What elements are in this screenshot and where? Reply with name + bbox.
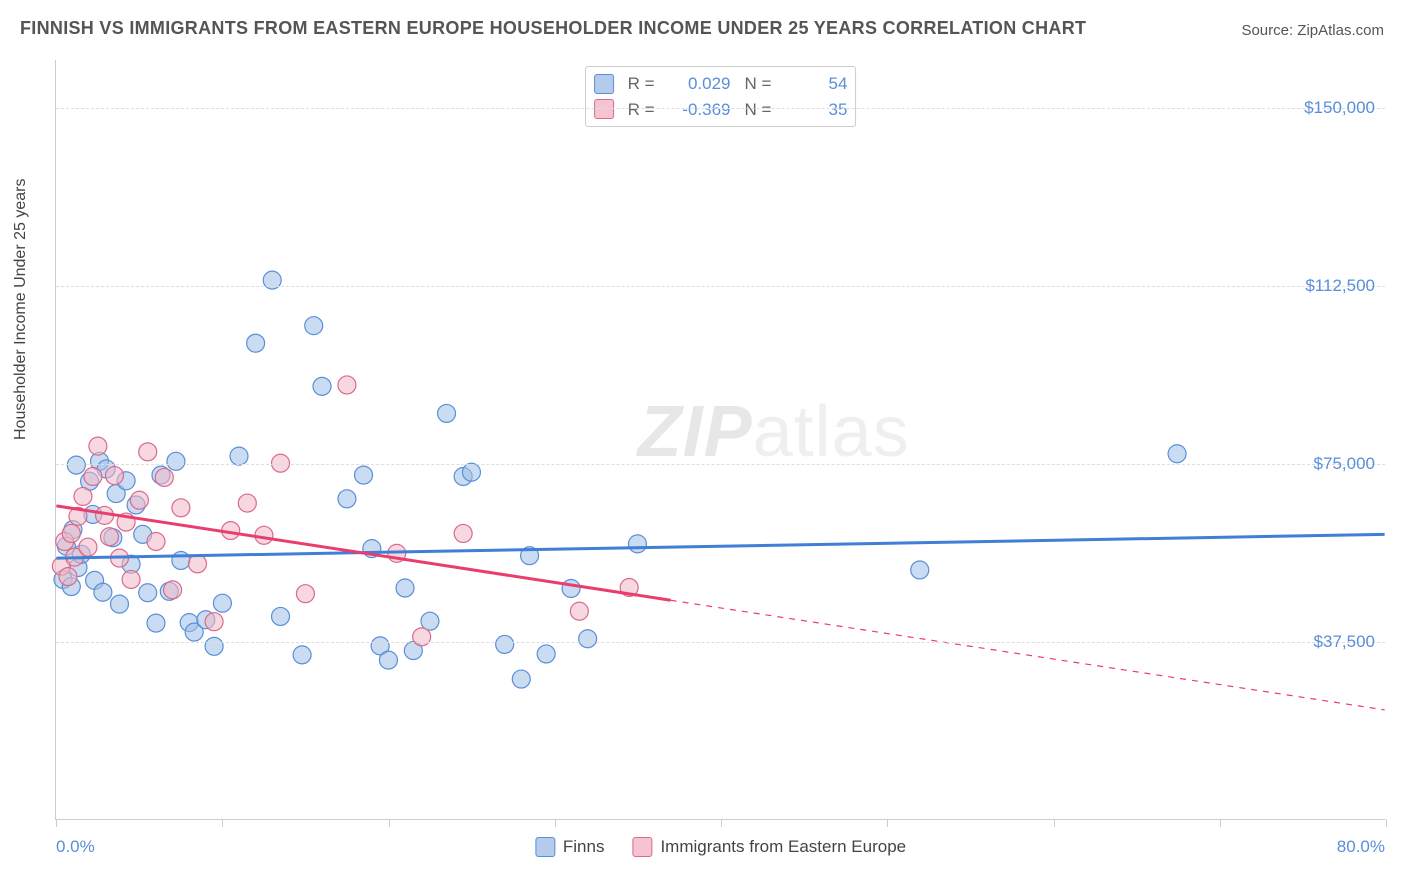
data-point	[189, 555, 207, 573]
trend-line-dashed	[671, 600, 1385, 710]
data-point	[454, 524, 472, 542]
data-point	[122, 570, 140, 588]
data-point	[213, 594, 231, 612]
gridline	[56, 464, 1385, 465]
data-point	[172, 499, 190, 517]
data-point	[205, 613, 223, 631]
data-point	[247, 334, 265, 352]
data-point	[355, 466, 373, 484]
data-point	[105, 467, 123, 485]
data-point	[238, 494, 256, 512]
data-point	[313, 377, 331, 395]
data-point	[167, 452, 185, 470]
x-tick	[222, 819, 223, 827]
data-point	[139, 584, 157, 602]
data-point	[59, 568, 77, 586]
chart-container: FINNISH VS IMMIGRANTS FROM EASTERN EUROP…	[0, 0, 1406, 892]
data-point	[379, 651, 397, 669]
data-point	[272, 607, 290, 625]
data-point	[496, 635, 514, 653]
data-point	[230, 447, 248, 465]
data-point	[579, 630, 597, 648]
x-tick	[56, 819, 57, 827]
data-point	[413, 628, 431, 646]
legend-item-immigrants: Immigrants from Eastern Europe	[632, 837, 906, 857]
data-point	[139, 443, 157, 461]
series-legend: Finns Immigrants from Eastern Europe	[535, 837, 906, 857]
data-point	[1168, 445, 1186, 463]
data-point	[62, 524, 80, 542]
data-point	[205, 637, 223, 655]
data-point	[110, 595, 128, 613]
source-attribution: Source: ZipAtlas.com	[1241, 22, 1384, 39]
x-tick	[555, 819, 556, 827]
gridline	[56, 286, 1385, 287]
data-point	[911, 561, 929, 579]
legend-item-finns: Finns	[535, 837, 605, 857]
x-axis-min-label: 0.0%	[56, 837, 95, 857]
x-tick	[1220, 819, 1221, 827]
data-point	[512, 670, 530, 688]
data-point	[296, 585, 314, 603]
x-tick	[389, 819, 390, 827]
data-point	[164, 581, 182, 599]
chart-svg	[56, 60, 1385, 819]
data-point	[84, 468, 102, 486]
data-point	[94, 583, 112, 601]
y-tick-label: $37,500	[1314, 632, 1375, 652]
data-point	[172, 551, 190, 569]
data-point	[89, 437, 107, 455]
data-point	[293, 646, 311, 664]
chart-title: FINNISH VS IMMIGRANTS FROM EASTERN EUROP…	[20, 18, 1086, 39]
x-tick	[721, 819, 722, 827]
data-point	[438, 404, 456, 422]
x-tick	[887, 819, 888, 827]
data-point	[562, 579, 580, 597]
y-tick-label: $75,000	[1314, 454, 1375, 474]
data-point	[147, 533, 165, 551]
y-tick-label: $150,000	[1304, 98, 1375, 118]
swatch-pink-icon	[632, 837, 652, 857]
data-point	[79, 538, 97, 556]
data-point	[130, 491, 148, 509]
data-point	[462, 463, 480, 481]
y-tick-label: $112,500	[1305, 276, 1375, 296]
data-point	[147, 614, 165, 632]
data-point	[338, 490, 356, 508]
data-point	[74, 487, 92, 505]
data-point	[628, 535, 646, 553]
data-point	[155, 468, 173, 486]
y-axis-label: Householder Income Under 25 years	[12, 179, 30, 440]
x-axis-max-label: 80.0%	[1337, 837, 1385, 857]
gridline	[56, 108, 1385, 109]
swatch-blue-icon	[535, 837, 555, 857]
data-point	[338, 376, 356, 394]
x-tick	[1054, 819, 1055, 827]
data-point	[570, 602, 588, 620]
data-point	[67, 456, 85, 474]
data-point	[537, 645, 555, 663]
data-point	[305, 317, 323, 335]
x-tick	[1386, 819, 1387, 827]
data-point	[396, 579, 414, 597]
gridline	[56, 642, 1385, 643]
plot-area: ZIPatlas R = 0.029 N = 54 R = -0.369 N =…	[55, 60, 1385, 820]
data-point	[101, 528, 119, 546]
